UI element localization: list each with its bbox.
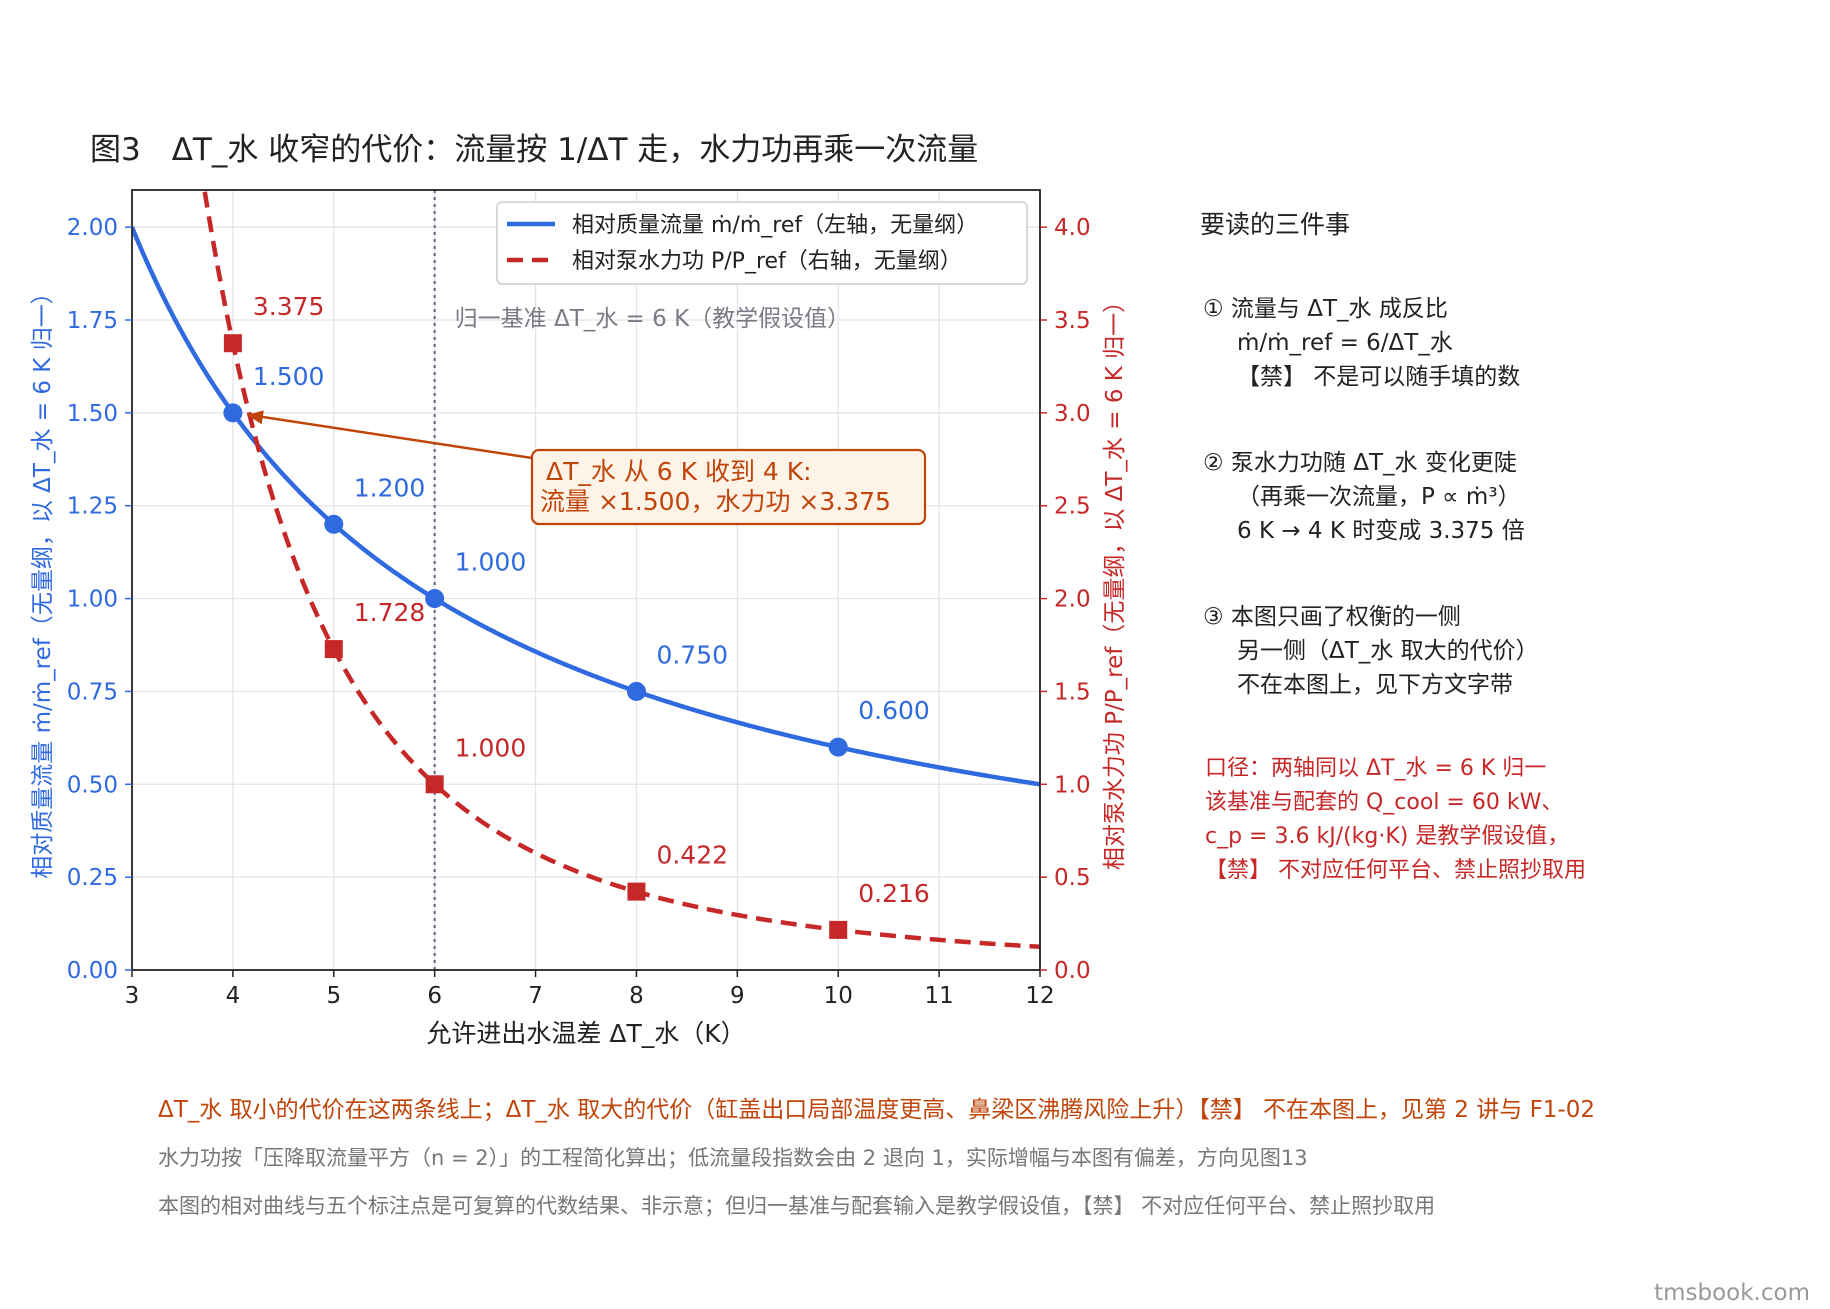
x-axis-label: 允许进出水温差 ΔT_水（K） <box>426 1019 745 1048</box>
series-line-mass-flow <box>132 226 1040 787</box>
legend-label-pump-power: 相对泵水力功 P/P_ref（右轴，无量纲） <box>572 249 962 274</box>
side-point-2: ② 泵水力功随 ΔT_水 变化更陡 （再乘一次流量，P ∝ ṁ³） 6 K → … <box>1203 446 1525 548</box>
mass-flow-point <box>223 403 243 423</box>
mass-flow-point-label: 0.600 <box>858 696 930 725</box>
pump-power-point <box>324 640 343 659</box>
x-tick-label: 9 <box>730 983 745 1009</box>
y-right-tick-label: 4.0 <box>1054 215 1091 241</box>
y-left-tick-label: 0.75 <box>67 679 118 705</box>
y-left-tick-label: 2.00 <box>67 215 118 241</box>
x-tick-label: 4 <box>226 983 241 1009</box>
y-left-tick-label: 0.00 <box>67 958 118 984</box>
pump-power-point <box>425 775 444 794</box>
mass-flow-point-label: 0.750 <box>656 640 728 669</box>
legend-box <box>496 201 1028 285</box>
y-right-tick-label: 3.5 <box>1054 308 1091 334</box>
y-right-tick-label: 0.5 <box>1054 865 1091 891</box>
annotation-arrow-line <box>248 413 533 460</box>
side-point-3-line-1: ③ 本图只画了权衡的一侧 <box>1203 604 1461 630</box>
side-point-3-line-3: 不在本图上，见下方文字带 <box>1237 672 1513 698</box>
y-right-tick-label: 1.5 <box>1054 679 1091 705</box>
y-left-tick-label: 1.50 <box>67 401 118 427</box>
mass-flow-point <box>626 681 646 701</box>
y-left-axis-label: 相对质量流量 ṁ/ṁ_ref（无量纲，以 ΔT_水 = 6 K 归一） <box>30 281 56 878</box>
pump-power-point <box>829 920 848 939</box>
legend-label-mass-flow: 相对质量流量 ṁ/ṁ_ref（左轴，无量纲） <box>572 213 978 238</box>
side-point-1-line-3: 【禁】 不是可以随手填的数 <box>1237 364 1521 390</box>
pump-power-point-label: 0.422 <box>656 841 728 870</box>
x-tick-label: 3 <box>125 983 140 1009</box>
y-right-tick-label: 0.0 <box>1054 958 1091 984</box>
side-point-1-line-1: ① 流量与 ΔT_水 成反比 <box>1203 296 1448 322</box>
y-left-tick-label: 1.25 <box>67 494 118 520</box>
x-tick-label: 12 <box>1025 983 1054 1009</box>
mass-flow-point <box>828 737 848 757</box>
x-tick-label: 11 <box>924 983 953 1009</box>
annotation-box <box>530 448 927 526</box>
pump-power-point <box>627 882 646 901</box>
bottom-caption-1: ΔT_水 取小的代价在这两条线上；ΔT_水 取大的代价（缸盖出口局部温度更高、鼻… <box>158 1097 1595 1123</box>
annotation-line-2: 流量 ×1.500，水力功 ×3.375 <box>540 487 891 516</box>
side-point-2-line-3: 6 K → 4 K 时变成 3.375 倍 <box>1237 518 1525 544</box>
side-point-1-line-2: ṁ/ṁ_ref = 6/ΔT_水 <box>1237 330 1453 356</box>
x-tick-label: 10 <box>824 983 853 1009</box>
bottom-caption-2: 水力功按「压降取流量平方（n = 2）」的工程简化算出；低流量段指数会由 2 退… <box>158 1146 1308 1170</box>
pump-power-point-label: 3.375 <box>253 292 325 321</box>
pump-power-point-label: 1.728 <box>354 598 426 627</box>
bottom-caption-3: 本图的相对曲线与五个标注点是可复算的代数结果、非示意；但归一基准与配套输入是教学… <box>158 1194 1436 1218</box>
normalization-note-line-2: 该基准与配套的 Q_cool = 60 kW、 <box>1205 790 1564 815</box>
x-tick-label: 5 <box>326 983 341 1009</box>
y-right-tick-label: 2.0 <box>1054 587 1091 613</box>
normalization-note: 口径：两轴同以 ΔT_水 = 6 K 归一 该基准与配套的 Q_cool = 6… <box>1205 752 1586 888</box>
y-right-tick-label: 1.0 <box>1054 772 1091 798</box>
pump-power-point-label: 1.000 <box>455 733 527 762</box>
mass-flow-point-label: 1.000 <box>455 548 527 577</box>
x-tick-label: 6 <box>427 983 442 1009</box>
mass-flow-point-label: 1.500 <box>253 362 325 391</box>
side-point-1: ① 流量与 ΔT_水 成反比 ṁ/ṁ_ref = 6/ΔT_水 【禁】 不是可以… <box>1203 292 1520 394</box>
plot-frame <box>131 189 1041 971</box>
y-right-tick-label: 2.5 <box>1054 494 1091 520</box>
side-point-2-line-1: ② 泵水力功随 ΔT_水 变化更陡 <box>1203 450 1517 476</box>
y-left-tick-label: 0.50 <box>67 772 118 798</box>
y-right-axis-label: 相对泵水力功 P/P_ref（无量纲，以 ΔT_水 = 6 K 归一） <box>1102 290 1128 870</box>
normalization-note-line-4: 【禁】 不对应任何平台、禁止照抄取用 <box>1205 858 1586 883</box>
normalization-note-line-1: 口径：两轴同以 ΔT_水 = 6 K 归一 <box>1205 756 1547 781</box>
reference-line-label: 归一基准 ΔT_水 = 6 K（教学假设值） <box>455 306 851 332</box>
annotation-line-1: ΔT_水 从 6 K 收到 4 K: <box>546 457 812 486</box>
series-line-pump-power <box>202 190 1040 950</box>
mass-flow-point <box>425 589 445 609</box>
pump-power-point-label: 0.216 <box>858 879 930 908</box>
y-left-tick-label: 1.00 <box>67 587 118 613</box>
mass-flow-point <box>324 514 344 534</box>
chart-title: 图3 ΔT_水 收窄的代价：流量按 1/ΔT 走，水力功再乘一次流量 <box>90 132 978 168</box>
side-point-3: ③ 本图只画了权衡的一侧 另一侧（ΔT_水 取大的代价） 不在本图上，见下方文字… <box>1203 600 1539 702</box>
x-tick-label: 8 <box>629 983 644 1009</box>
y-right-tick-label: 3.0 <box>1054 401 1091 427</box>
x-tick-label: 7 <box>528 983 543 1009</box>
side-point-3-line-2: 另一侧（ΔT_水 取大的代价） <box>1237 638 1539 664</box>
normalization-note-line-3: c_p = 3.6 kJ/(kg·K) 是教学假设值， <box>1205 824 1570 849</box>
side-point-2-line-2: （再乘一次流量，P ∝ ṁ³） <box>1237 484 1521 510</box>
side-title: 要读的三件事 <box>1200 210 1351 239</box>
watermark: tmsbook.com <box>1654 1280 1810 1306</box>
mass-flow-point-label: 1.200 <box>354 473 426 502</box>
annotation-arrow-head <box>246 410 264 425</box>
pump-power-point <box>223 334 242 353</box>
y-left-tick-label: 0.25 <box>67 865 118 891</box>
y-left-tick-label: 1.75 <box>67 308 118 334</box>
